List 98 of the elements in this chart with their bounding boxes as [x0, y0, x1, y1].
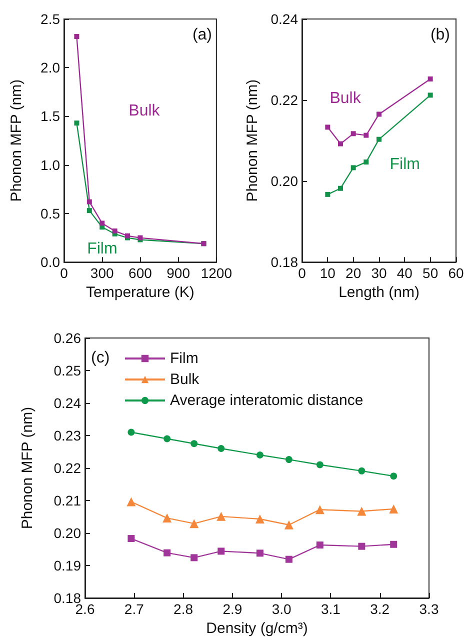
point — [350, 165, 356, 170]
point — [74, 34, 80, 40]
x-tick-label: 50 — [422, 265, 438, 282]
x-tick-label: 10 — [320, 265, 336, 282]
point — [376, 112, 382, 117]
point — [284, 520, 294, 530]
point — [74, 120, 80, 126]
x-tick-label: 3.0 — [272, 601, 292, 617]
x-tick-label: 40 — [396, 265, 413, 282]
point — [315, 505, 324, 514]
x-tick-label: 0 — [60, 265, 68, 282]
point — [357, 506, 366, 516]
y-tick-label: 0.0 — [40, 254, 60, 270]
point — [164, 549, 171, 556]
x-tick-label: 2.8 — [174, 601, 194, 617]
point — [325, 192, 330, 197]
point — [126, 497, 136, 506]
text: Bulk — [128, 102, 161, 120]
y-tick-label: 0.24 — [54, 395, 82, 411]
point — [316, 542, 324, 549]
y-tick-label: 0.22 — [270, 92, 298, 108]
y-tick-label: 1.0 — [40, 156, 60, 173]
point — [390, 540, 398, 548]
y-tick-label: 0.23 — [54, 428, 82, 444]
point — [358, 542, 366, 550]
x-tick-label: 30 — [371, 265, 387, 282]
point — [364, 160, 369, 165]
y-tick-label: 1.5 — [40, 108, 60, 124]
y-axis-title: Phonon MFP (nm) — [19, 406, 36, 530]
point — [86, 208, 92, 214]
point — [100, 220, 105, 226]
annotation: (c) — [91, 350, 110, 366]
legend-label: Average interatomic distance — [170, 392, 364, 409]
legend-label: Film — [170, 350, 198, 367]
y-tick-label: 0.18 — [270, 254, 298, 270]
x-tick-label: 1200 — [200, 265, 232, 282]
point — [86, 199, 92, 204]
point — [316, 461, 324, 468]
point — [164, 435, 171, 442]
point — [338, 141, 343, 146]
x-tick-label: 900 — [166, 265, 190, 282]
legend-label: Bulk — [170, 371, 200, 388]
point — [190, 554, 198, 562]
y-tick-label: 0.26 — [54, 330, 82, 346]
point — [376, 136, 382, 142]
x-axis-title: Density (g/cm³) — [206, 620, 308, 637]
point — [325, 124, 330, 130]
x-tick-label: 0 — [298, 265, 306, 282]
point — [128, 535, 135, 542]
point — [190, 440, 198, 448]
point — [190, 519, 199, 528]
x-tick-label: 20 — [346, 265, 362, 282]
point — [216, 512, 226, 521]
y-tick-label: 0.20 — [54, 525, 82, 541]
y-tick-label: 2.0 — [40, 60, 60, 76]
point — [112, 228, 118, 234]
annotation: (b) — [430, 26, 450, 44]
point — [285, 556, 292, 563]
y-tick-label: 0.24 — [270, 11, 298, 27]
point — [358, 467, 366, 474]
point — [128, 428, 135, 436]
y-tick-label: 0.25 — [54, 362, 82, 378]
y-axis-title: Phonon MFP (nm) — [8, 79, 25, 202]
point — [428, 76, 433, 82]
y-tick-label: 0.5 — [40, 205, 60, 222]
point — [338, 186, 343, 191]
x-tick-label: 3.1 — [320, 601, 341, 617]
series-label: Film — [87, 240, 118, 258]
point — [255, 514, 264, 524]
x-tick-label: 60 — [448, 265, 464, 282]
point — [364, 132, 369, 138]
point — [285, 456, 292, 464]
y-tick-label: 0.19 — [54, 558, 82, 574]
point — [389, 504, 398, 514]
annotation: (a) — [192, 26, 212, 44]
point — [218, 548, 225, 555]
series-label: Bulk — [330, 90, 362, 107]
point — [256, 452, 264, 458]
y-tick-label: 0.21 — [54, 492, 82, 508]
x-axis-title: Temperature (K) — [86, 284, 194, 301]
x-tick-label: 300 — [90, 265, 114, 282]
x-axis-title: Length (nm) — [338, 284, 420, 301]
point — [218, 445, 225, 452]
point — [350, 131, 356, 136]
point — [256, 550, 264, 557]
x-tick-label: 2.7 — [124, 601, 144, 617]
y-tick-label: 0.20 — [270, 173, 298, 190]
x-tick-label: 3.3 — [419, 601, 439, 617]
x-tick-label: 2.9 — [222, 601, 242, 617]
y-axis-title: Phonon MFP (nm) — [244, 79, 261, 202]
point — [428, 92, 433, 98]
x-tick-label: 600 — [128, 265, 152, 282]
x-tick-label: 3.2 — [370, 601, 390, 617]
point — [162, 514, 172, 523]
point — [390, 472, 398, 480]
series-label: Film — [390, 156, 420, 174]
y-tick-label: 2.5 — [40, 11, 60, 27]
y-tick-label: 0.22 — [54, 460, 82, 476]
